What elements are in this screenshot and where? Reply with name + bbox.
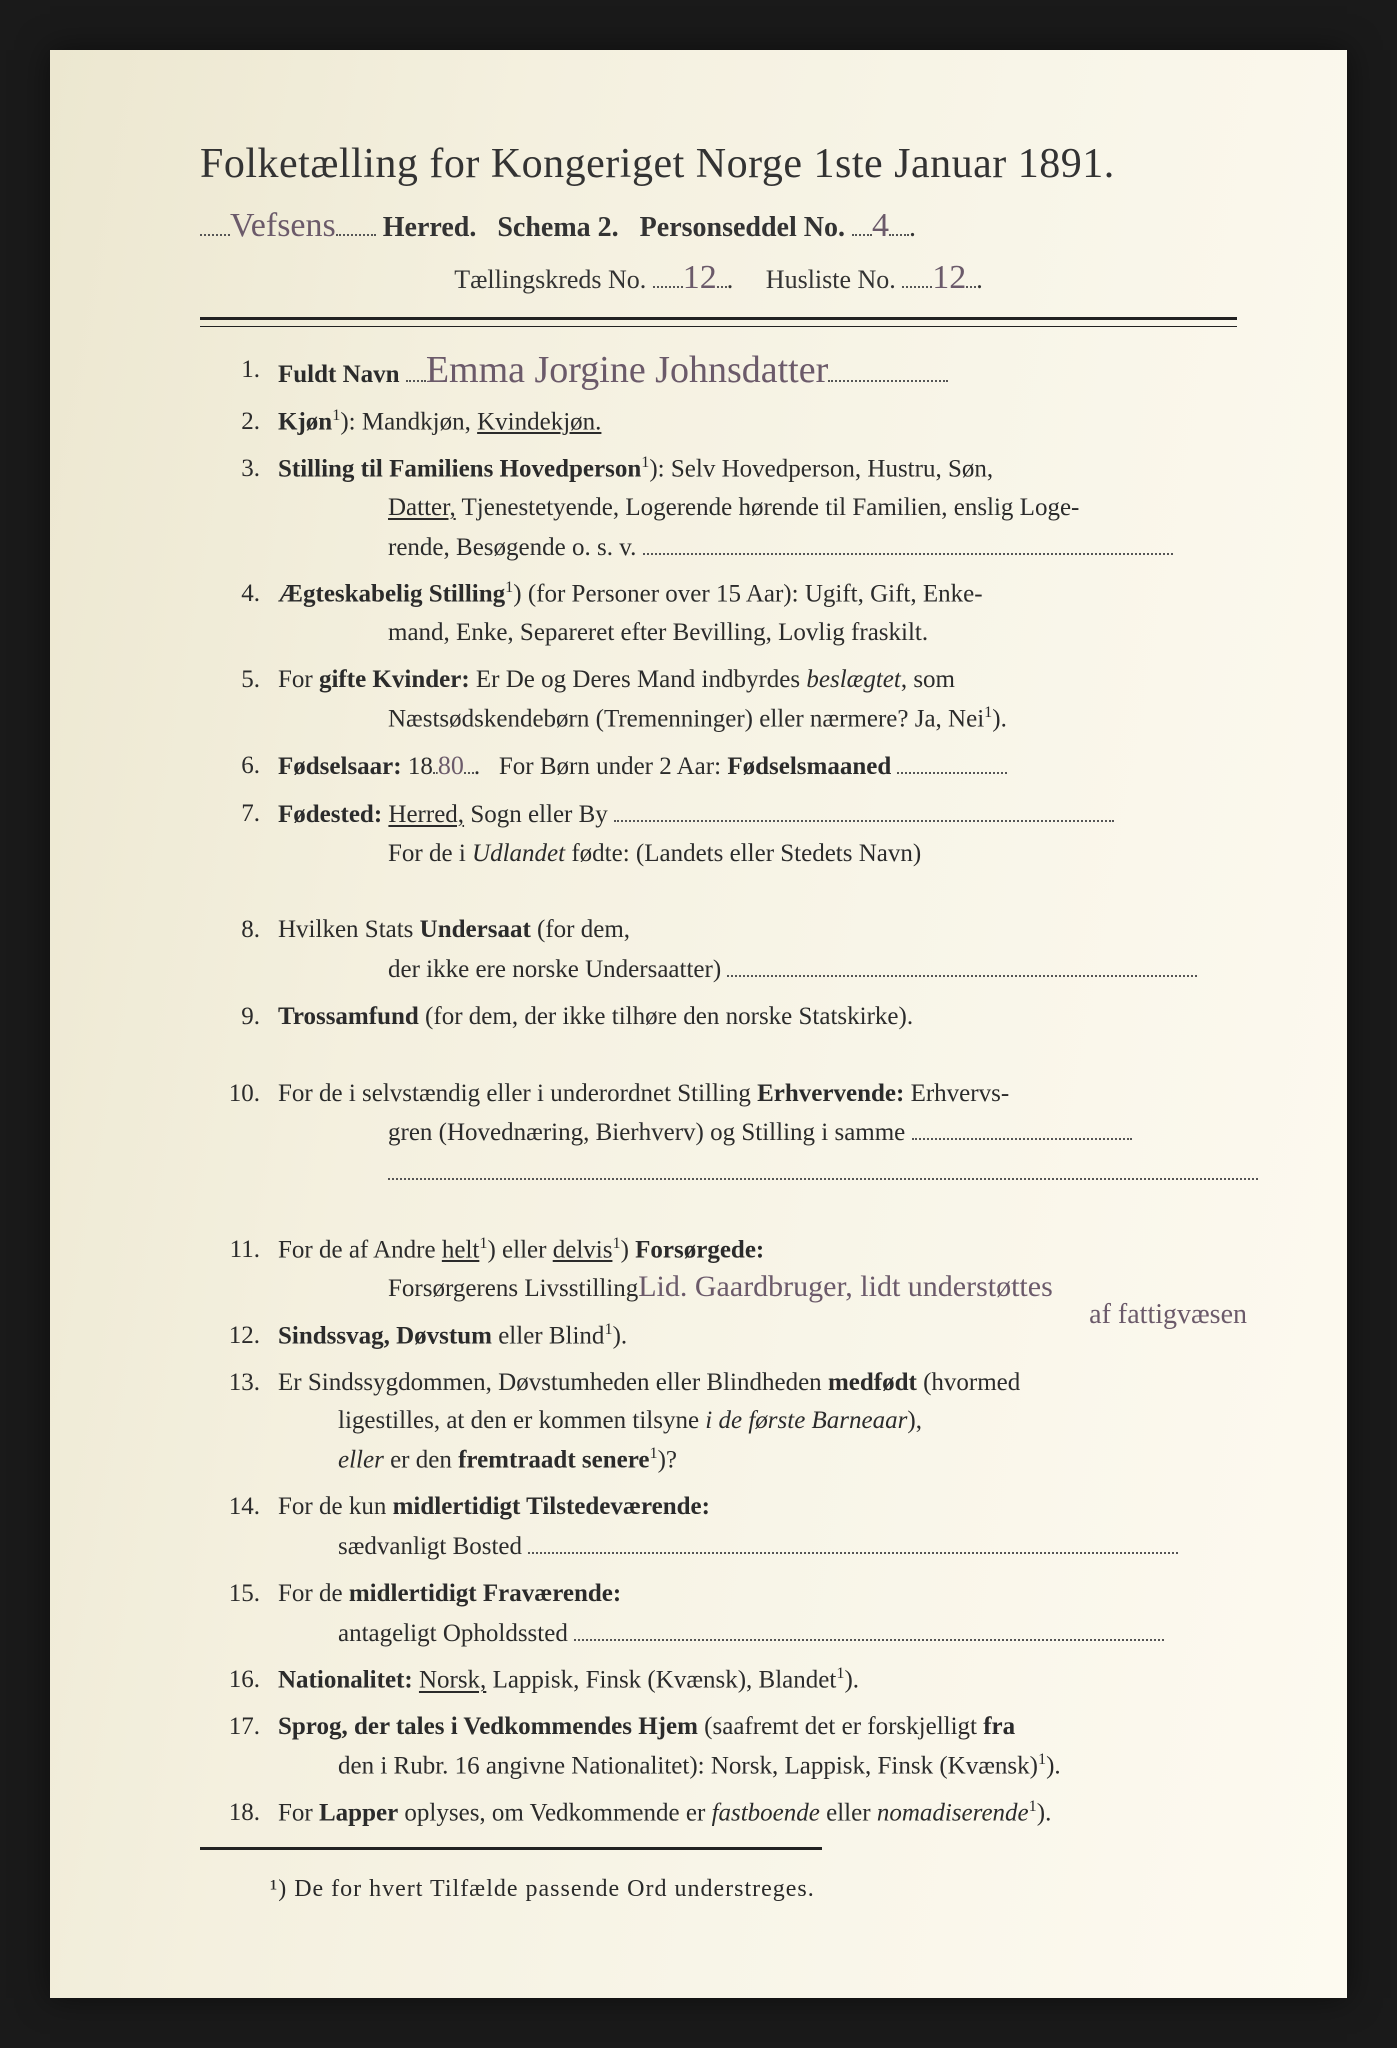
field-5-related: For gifte Kvinder: Er De og Deres Mand i… (200, 661, 1237, 739)
herred-label: Herred. (383, 212, 477, 243)
husliste-label: Husliste No. (766, 265, 896, 294)
field-4-marital: Ægteskabelig Stilling1) (for Personer ov… (200, 575, 1237, 653)
field-7-birthplace: Fødested: Herred, Sogn eller By For de i… (200, 795, 1237, 904)
field-3-opts1: Selv Hovedperson, Hustru, Søn, (671, 455, 993, 482)
kreds-value: 12 (683, 261, 717, 295)
field-9-label: Trossamfund (278, 1003, 419, 1030)
field-16-label: Nationalitet: (278, 1667, 413, 1694)
field-2-sex: Kjøn1): Mandkjøn, Kvindekjøn. (200, 403, 1237, 442)
field-4-opts1: Ugift, Gift, Enke- (805, 581, 983, 608)
field-7-label: Fødested: (278, 801, 382, 828)
field-6-label: Fødselsaar: (278, 753, 402, 780)
field-13-congenital: Er Sindssygdommen, Døvstumheden eller Bl… (200, 1364, 1237, 1481)
field-3-selected: Datter, (388, 494, 456, 521)
field-4-opts2: mand, Enke, Separeret efter Bevilling, L… (278, 614, 1237, 653)
field-3-label: Stilling til Familiens Hovedperson (278, 455, 641, 482)
field-4-label: Ægteskabelig Stilling (278, 581, 505, 608)
form-title: Folketælling for Kongeriget Norge 1ste J… (200, 140, 1237, 188)
field-8-citizenship: Hvilken Stats Undersaat (for dem, der ik… (200, 911, 1237, 990)
field-18-lapper: For Lapper oplyses, om Vedkommende er fa… (200, 1794, 1237, 1833)
field-17-language: Sprog, der tales i Vedkommendes Hjem (sa… (200, 1708, 1237, 1786)
footnote: ¹) De for hvert Tilfælde passende Ord un… (200, 1876, 1237, 1903)
kreds-line: Tællingskreds No. 12. Husliste No. 12. (200, 260, 1237, 295)
field-1-label: Fuldt Navn (278, 361, 400, 388)
field-list: Fuldt Navn Emma Jorgine Johnsdatter Kjøn… (200, 351, 1237, 1833)
field-11-value: Lid. Gaardbruger, lidt understøttes (638, 1272, 1053, 1302)
field-2-selected: Kvindekjøn. (477, 408, 601, 435)
footnote-rule (200, 1847, 822, 1850)
census-form-page: Folketælling for Kongeriget Norge 1ste J… (50, 50, 1347, 1998)
field-3-opts2: Tjenestetyende, Logerende hørende til Fa… (462, 494, 1080, 521)
field-12-disability: Sindssvag, Døvstum eller Blind1). (200, 1317, 1237, 1356)
field-6-birthyear: Fødselsaar: 1880. For Børn under 2 Aar: … (200, 747, 1237, 787)
field-12-label: Sindssvag, Døvstum (278, 1322, 492, 1349)
field-2-label: Kjøn (278, 408, 332, 435)
field-9-religion: Trossamfund (for dem, der ikke tilhøre d… (200, 998, 1237, 1067)
field-1-name: Fuldt Navn Emma Jorgine Johnsdatter (200, 351, 1237, 395)
field-14-temp-present: For de kun midlertidigt Tilstedeværende:… (200, 1488, 1237, 1567)
herred-value: Vefsens (230, 209, 336, 243)
field-4-paren: (for Personer over 15 Aar): (528, 581, 799, 608)
field-7-selected: Herred, (388, 801, 464, 828)
field-1-value: Emma Jorgine Johnsdatter (426, 351, 828, 389)
field-10-occupation: For de i selvstændig eller i underordnet… (200, 1075, 1237, 1223)
field-3-opts3: rende, Besøgende o. s. v. (388, 534, 636, 561)
kreds-label: Tællingskreds No. (454, 265, 646, 294)
field-11-provider: For de af Andre helt1) eller delvis1) Fo… (200, 1231, 1237, 1309)
field-3-position: Stilling til Familiens Hovedperson1): Se… (200, 450, 1237, 568)
personseddel-label: Personseddel No. (640, 212, 845, 243)
husliste-value: 12 (932, 261, 966, 295)
field-16-selected: Norsk, (419, 1667, 486, 1694)
personseddel-value: 4 (872, 209, 889, 243)
field-16-nationality: Nationalitet: Norsk, Lappisk, Finsk (Kvæ… (200, 1661, 1237, 1700)
schema-label: Schema 2. (497, 212, 618, 243)
content-area: Folketælling for Kongeriget Norge 1ste J… (50, 50, 1347, 1963)
herred-line: Vefsens Herred. Schema 2. Personseddel N… (200, 206, 1237, 244)
field-2-options: Mandkjøn, (362, 408, 471, 435)
header-rule (200, 317, 1237, 327)
field-15-temp-absent: For de midlertidigt Fraværende: antageli… (200, 1575, 1237, 1654)
field-6-year: 80 (438, 753, 464, 779)
